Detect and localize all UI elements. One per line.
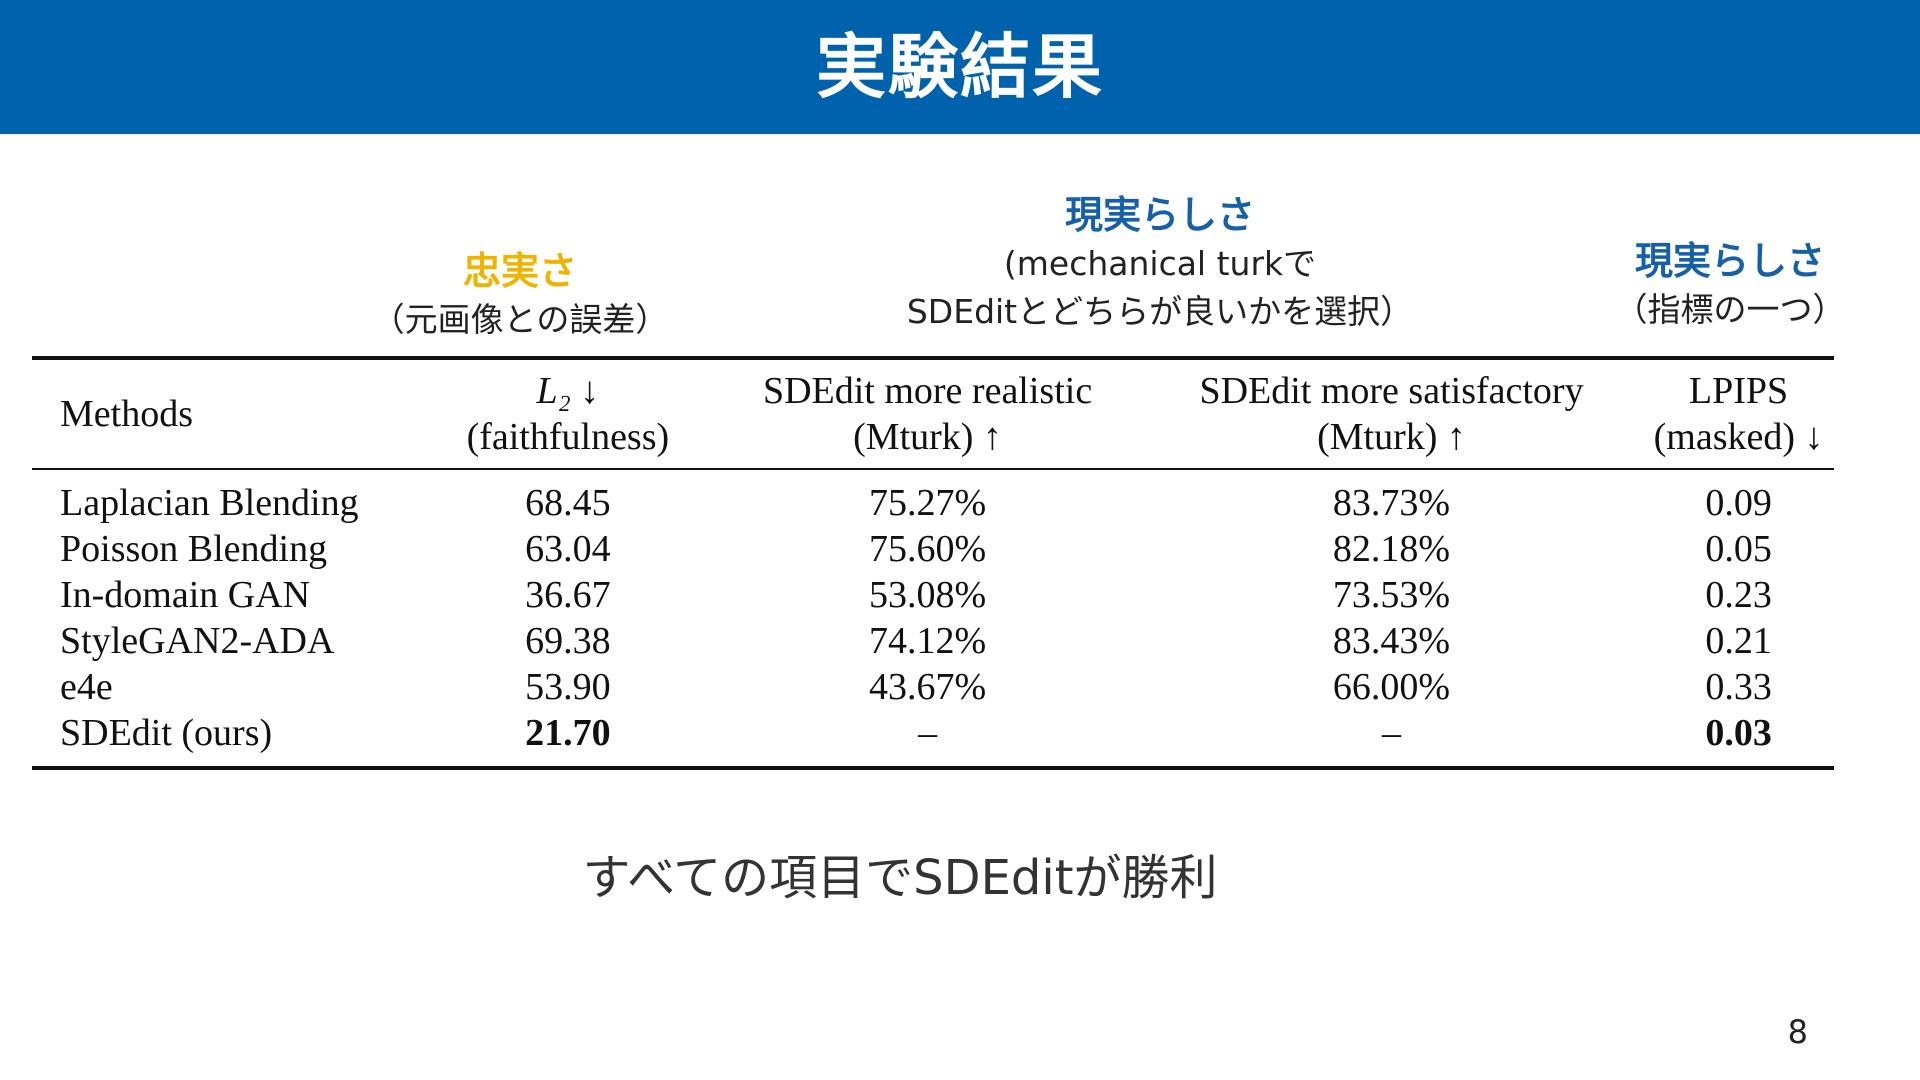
cell-satisfactory: 83.43% bbox=[1332, 620, 1451, 662]
cell-satisfactory: – bbox=[1382, 712, 1401, 754]
cell-realistic: 53.08% bbox=[868, 574, 987, 616]
cell-satisfactory: 82.18% bbox=[1332, 528, 1451, 570]
cell-satisfactory: 83.73% bbox=[1332, 482, 1451, 524]
cell-l2-best: 21.70 bbox=[525, 712, 611, 754]
header-satisfactory-sub: (Mturk) ↑ bbox=[1317, 416, 1466, 458]
cell-l2: 68.45 bbox=[525, 482, 611, 524]
header-lpips-sub: (masked) ↓ bbox=[1653, 416, 1824, 458]
cell-method: StyleGAN2-ADA bbox=[60, 620, 335, 662]
cell-lpips: 0.09 bbox=[1705, 482, 1772, 524]
cell-realistic: – bbox=[918, 712, 938, 754]
header-realistic: SDEdit more realistic (Mturk) ↑ bbox=[715, 358, 1140, 469]
mturk-heading: 現実らしさ bbox=[1064, 193, 1255, 237]
table-header: Methods L₂ ↓ (faithfulness) SDEdit more … bbox=[32, 358, 1834, 469]
cell-method: Laplacian Blending bbox=[60, 482, 359, 524]
cell-lpips: 0.05 bbox=[1705, 528, 1772, 570]
header-l2: L₂ ↓ (faithfulness) bbox=[420, 358, 715, 469]
faithfulness-heading: 忠実さ bbox=[462, 249, 577, 293]
cell-l2: 63.04 bbox=[525, 528, 611, 570]
lpips-subtext: （指標の一つ） bbox=[1614, 290, 1846, 329]
cell-l2: 53.90 bbox=[525, 666, 611, 708]
cell-method: e4e bbox=[60, 666, 113, 708]
cell-method: In-domain GAN bbox=[60, 574, 311, 616]
header-realistic-label: SDEdit more realistic bbox=[762, 370, 1093, 412]
header-row: Methods L₂ ↓ (faithfulness) SDEdit more … bbox=[32, 358, 1834, 469]
cell-l2: 69.38 bbox=[525, 620, 611, 662]
header-satisfactory-label: SDEdit more satisfactory bbox=[1199, 370, 1584, 412]
lpips-annotation: 現実らしさ （指標の一つ） bbox=[1580, 236, 1880, 334]
page-number: 8 bbox=[1787, 1013, 1808, 1051]
cell-realistic: 43.67% bbox=[868, 666, 987, 708]
mturk-subtext-line1: (mechanical turkで bbox=[1003, 244, 1317, 283]
table-row: Poisson Blending 63.04 75.60% 82.18% 0.0… bbox=[32, 526, 1834, 572]
header-realistic-sub: (Mturk) ↑ bbox=[853, 416, 1002, 458]
cell-realistic: 75.27% bbox=[868, 482, 987, 524]
cell-lpips-best: 0.03 bbox=[1705, 712, 1772, 754]
cell-satisfactory: 66.00% bbox=[1332, 666, 1451, 708]
cell-method: SDEdit (ours) bbox=[60, 712, 273, 754]
table-row: In-domain GAN 36.67 53.08% 73.53% 0.23 bbox=[32, 572, 1834, 618]
conclusion-text: すべての項目でSDEditが勝利 bbox=[582, 850, 1218, 906]
table-body: Laplacian Blending 68.45 75.27% 83.73% 0… bbox=[32, 469, 1834, 768]
header-methods-label: Methods bbox=[60, 393, 193, 435]
faithfulness-annotation: 忠実さ （元画像との誤差） bbox=[330, 246, 710, 344]
table-row: Laplacian Blending 68.45 75.27% 83.73% 0… bbox=[32, 469, 1834, 526]
header-l2-label: L₂ ↓ bbox=[536, 370, 600, 412]
cell-method: Poisson Blending bbox=[60, 528, 328, 570]
header-l2-sub: (faithfulness) bbox=[466, 416, 670, 458]
header-lpips: LPIPS (masked) ↓ bbox=[1643, 358, 1834, 469]
mturk-subtext-line2: SDEditとどちらが良いかを選択） bbox=[906, 292, 1414, 331]
cell-satisfactory: 73.53% bbox=[1332, 574, 1451, 616]
slide-title: 実験結果 bbox=[816, 26, 1104, 108]
header-satisfactory: SDEdit more satisfactory (Mturk) ↑ bbox=[1140, 358, 1643, 469]
results-table: Methods L₂ ↓ (faithfulness) SDEdit more … bbox=[32, 356, 1834, 770]
lpips-heading: 現実らしさ bbox=[1634, 239, 1825, 283]
cell-l2: 36.67 bbox=[525, 574, 611, 616]
cell-lpips: 0.21 bbox=[1705, 620, 1772, 662]
table-row: e4e 53.90 43.67% 66.00% 0.33 bbox=[32, 664, 1834, 710]
header-lpips-label: LPIPS bbox=[1688, 370, 1789, 412]
header-bar bbox=[0, 0, 1920, 134]
cell-lpips: 0.23 bbox=[1705, 574, 1772, 616]
mturk-annotation: 現実らしさ (mechanical turkで SDEditとどちらが良いかを選… bbox=[810, 190, 1510, 336]
faithfulness-subtext: （元画像との誤差） bbox=[371, 300, 669, 339]
header-methods: Methods bbox=[32, 358, 420, 469]
table-row-ours: SDEdit (ours) 21.70 – – 0.03 bbox=[32, 710, 1834, 768]
cell-realistic: 74.12% bbox=[868, 620, 987, 662]
cell-realistic: 75.60% bbox=[868, 528, 987, 570]
cell-lpips: 0.33 bbox=[1705, 666, 1772, 708]
table-row: StyleGAN2-ADA 69.38 74.12% 83.43% 0.21 bbox=[32, 618, 1834, 664]
